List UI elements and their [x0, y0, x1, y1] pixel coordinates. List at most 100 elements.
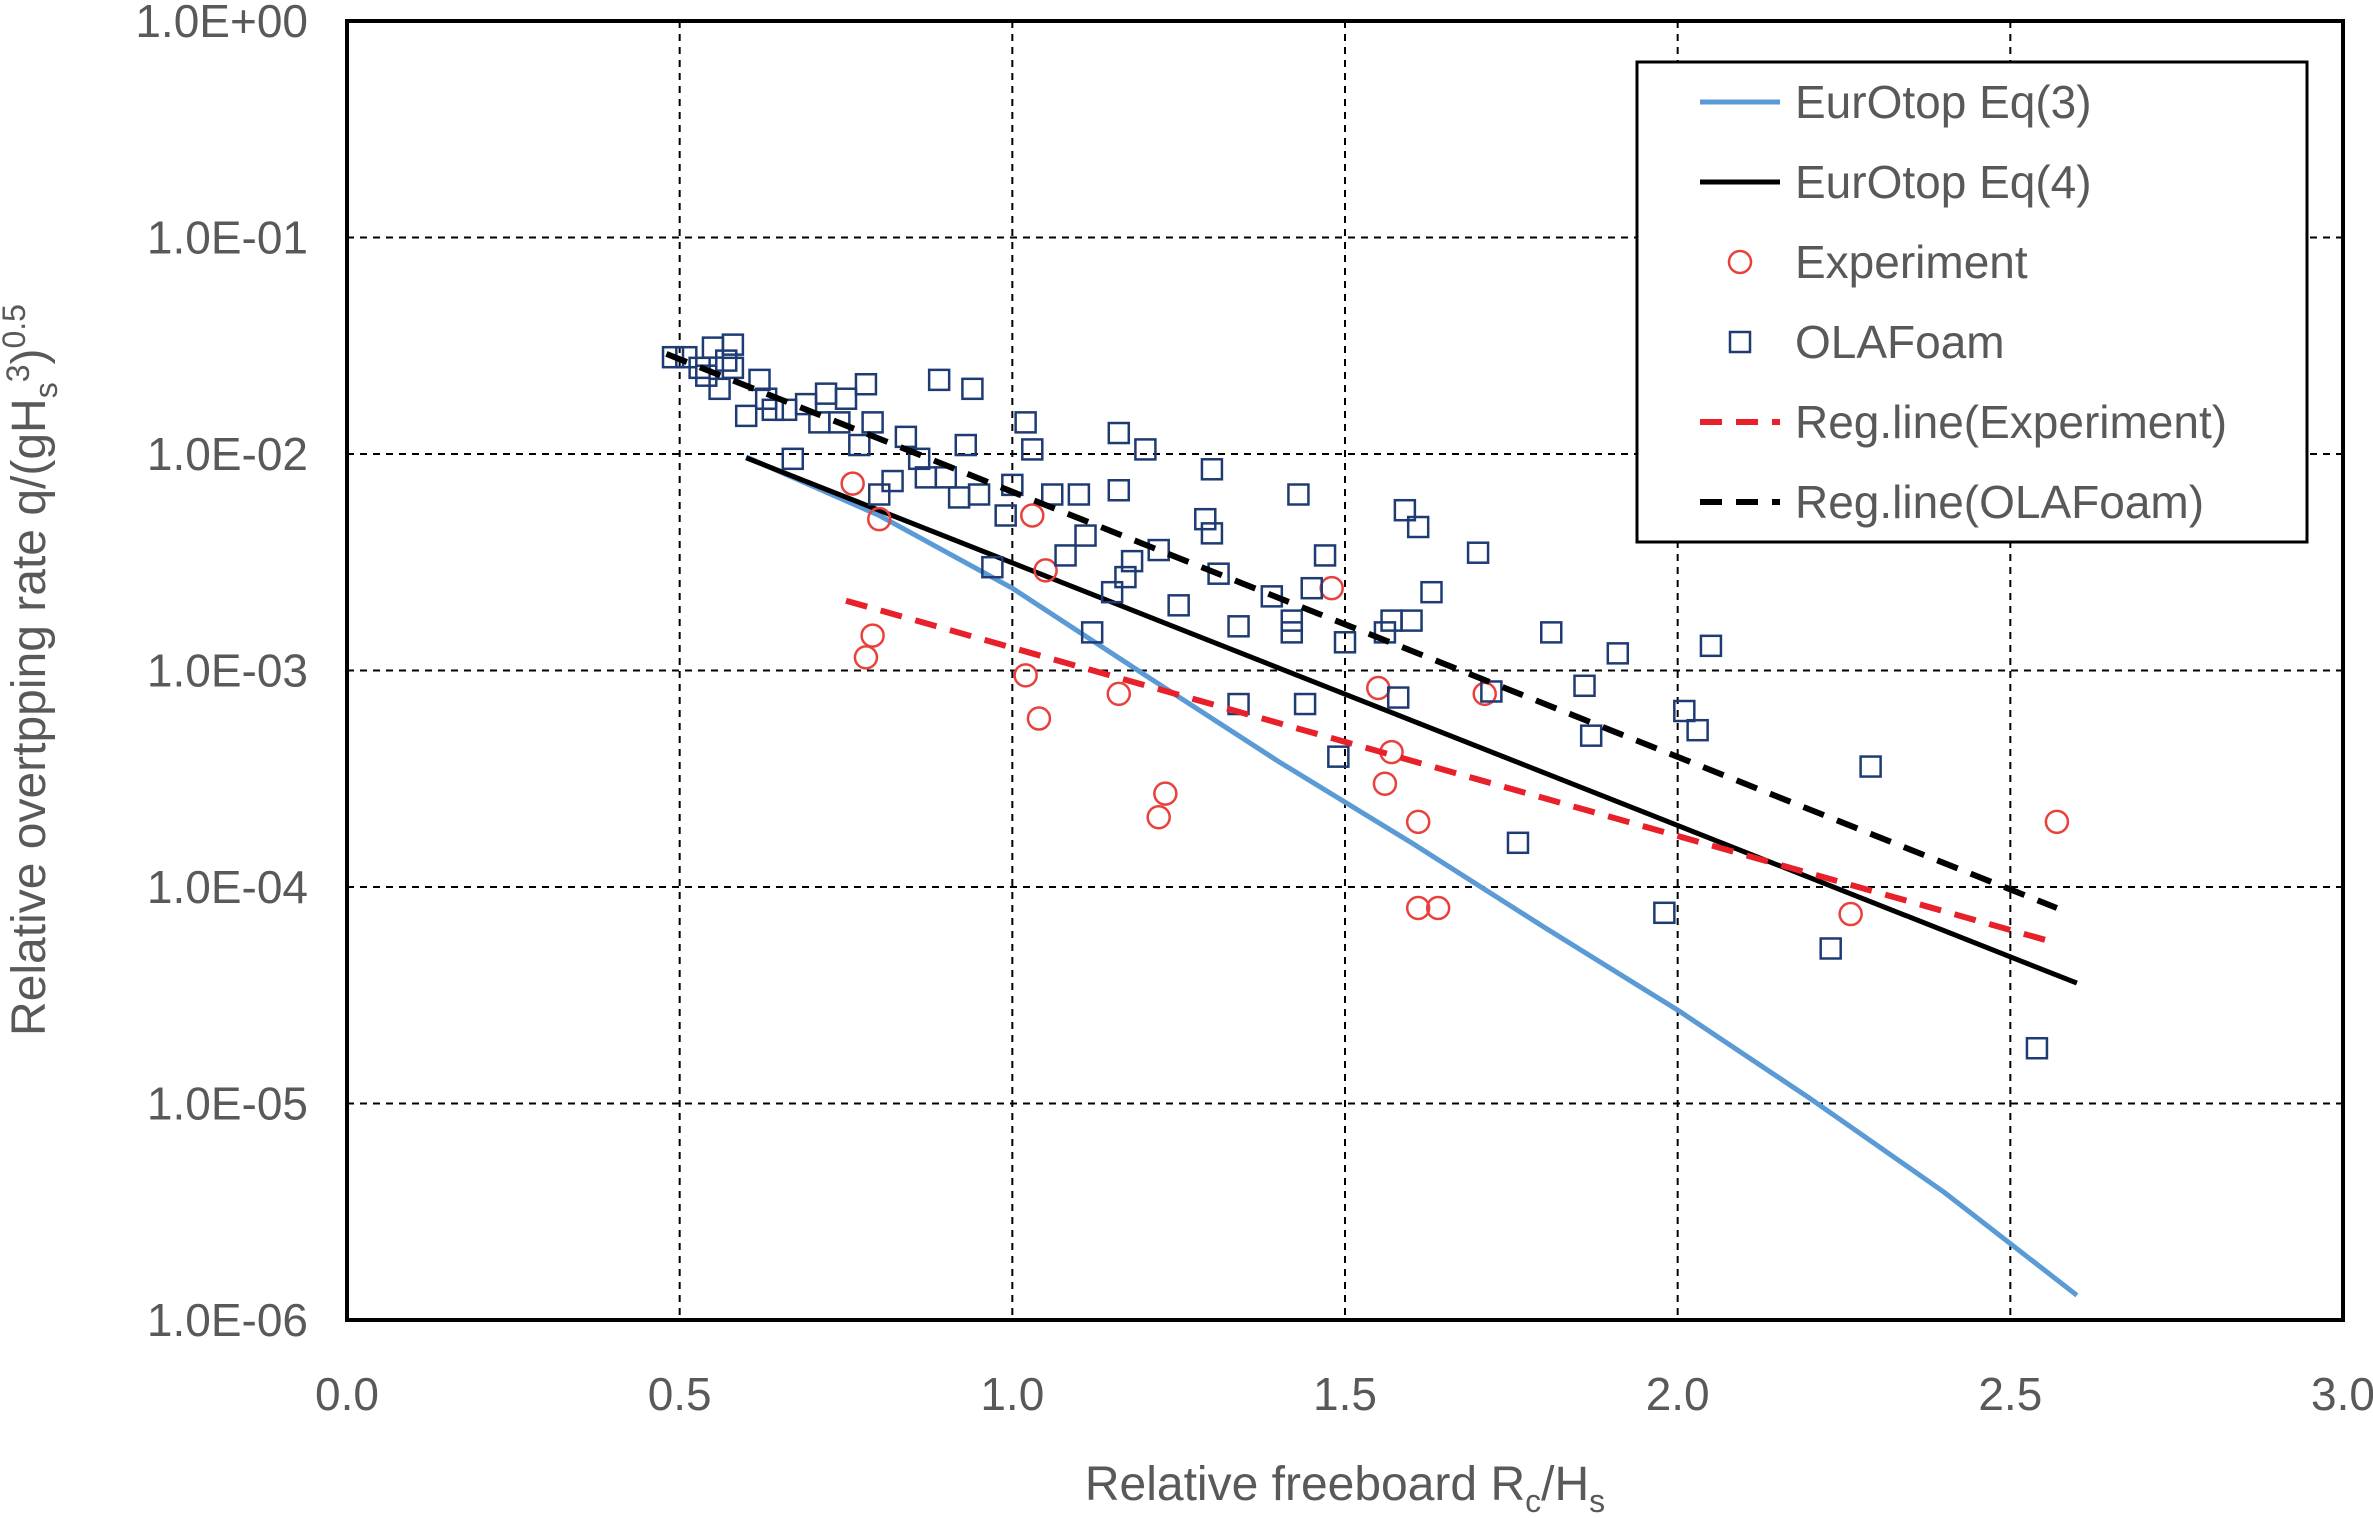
olafoam-point — [1480, 680, 1503, 703]
olafoam-point — [1200, 458, 1224, 481]
olafoam-point — [1287, 483, 1310, 506]
legend-label: EurOtop Eq(3) — [1795, 76, 2092, 128]
y-axis-title: Relative overtpping rate q/(gHs3)0.5 — [0, 304, 64, 1036]
olafoam-point — [834, 387, 858, 410]
olafoam-point — [1400, 609, 1423, 632]
olafoam-point — [708, 377, 731, 401]
olafoam-point — [2025, 1036, 2049, 1060]
olafoam-point — [1540, 621, 1563, 644]
olafoam-point — [1506, 831, 1530, 855]
olafoam-point — [1107, 479, 1131, 502]
y-tick-label: 1.0E-05 — [147, 1078, 308, 1130]
y-axis-ticks: 1.0E+00 1.0E-01 1.0E-02 1.0E-03 1.0E-04 1.0E-… — [135, 0, 308, 1346]
olafoam-point — [688, 356, 711, 380]
experiment-point — [1013, 663, 1038, 688]
olafoam-point — [1386, 686, 1410, 709]
y-tick-label: 1.0E-02 — [147, 428, 308, 480]
olafoam-point — [1120, 549, 1144, 573]
olafoam-point — [967, 483, 991, 506]
olafoam-point — [947, 486, 971, 509]
experiment-point — [1146, 804, 1171, 830]
legend: EurOtop Eq(3) EurOtop Eq(4) Experiment OLAF… — [1635, 60, 2309, 544]
olafoam-point — [1333, 631, 1357, 654]
x-tick-label: 3.0 — [2311, 1368, 2373, 1420]
olafoam-point — [1313, 544, 1337, 567]
olafoam-point — [1686, 718, 1709, 742]
olafoam-point — [1167, 594, 1190, 617]
olafoam-point — [954, 433, 978, 457]
experiment-point — [1319, 575, 1344, 601]
experiment-point — [1033, 558, 1058, 583]
olafoam-point — [781, 447, 805, 471]
experiment-point — [1020, 503, 1045, 528]
x-axis-ticks: 0.0 0.5 1.0 1.5 2.0 2.5 3.0 — [315, 1368, 2373, 1420]
olafoam-point — [994, 504, 1017, 527]
olafoam-point — [1406, 515, 1430, 539]
olafoam-point — [1579, 724, 1603, 747]
experiment-point — [1026, 706, 1052, 731]
olafoam-point — [848, 433, 871, 457]
olafoam-point — [714, 349, 738, 372]
olafoam-point — [1067, 483, 1091, 506]
olafoam-point — [927, 368, 951, 392]
experiment-point — [2044, 809, 2070, 835]
olafoam-point — [1134, 438, 1157, 461]
olafoam-point — [1466, 541, 1490, 564]
x-tick-label: 0.5 — [648, 1368, 712, 1420]
experiment-point — [1405, 895, 1431, 921]
experiment-point — [1153, 781, 1178, 806]
legend-box — [1635, 60, 2309, 544]
experiment-point — [840, 471, 865, 496]
experiment-point — [853, 645, 879, 670]
experiment-point — [1372, 771, 1398, 796]
legend-label: Reg.line(Experiment) — [1795, 396, 2227, 448]
olafoam-point — [1819, 937, 1842, 960]
olafoam-point — [1227, 615, 1250, 638]
olafoam-point — [734, 404, 758, 428]
olafoam-point — [894, 425, 918, 449]
olafoam-point — [1100, 580, 1124, 604]
legend-label: OLAFoam — [1795, 316, 2005, 368]
y-tick-label: 1.0E-01 — [147, 212, 308, 264]
experiment-point — [1106, 681, 1132, 707]
olafoam-point — [721, 356, 745, 380]
x-axis-title: Relative freeboard Rc/Hs — [1085, 1458, 1605, 1518]
legend-swatch-olafoam — [1728, 330, 1752, 354]
plot-area-frame — [345, 19, 2345, 1322]
olafoam-point — [661, 345, 685, 369]
olafoam-point — [1673, 699, 1696, 723]
series-layer — [661, 333, 2079, 1298]
legend-label: Experiment — [1795, 236, 2028, 288]
x-tick-label: 2.0 — [1646, 1368, 1710, 1420]
olafoam-point — [1327, 745, 1350, 768]
olafoam-point — [868, 483, 891, 506]
legend-label: EurOtop Eq(4) — [1795, 156, 2092, 208]
olafoam-point — [1280, 621, 1304, 644]
olafoam-point — [701, 336, 725, 359]
olafoam-point — [981, 555, 1004, 579]
experiment-point — [1425, 895, 1451, 921]
olafoam-point — [1200, 522, 1224, 545]
olafoam-point — [1080, 621, 1104, 644]
olafoam-point — [1699, 634, 1723, 658]
series-line-reg-line-experiment — [845, 597, 2058, 947]
olafoam-point — [1207, 562, 1230, 585]
y-tick-label: 1.0E+00 — [135, 0, 308, 47]
olafoam-point — [1420, 580, 1443, 604]
x-tick-label: 1.0 — [980, 1368, 1044, 1420]
olafoam-point — [828, 411, 851, 434]
olafoam-point — [1300, 576, 1323, 600]
olafoam-point — [881, 469, 904, 493]
y-tick-label: 1.0E-06 — [147, 1294, 308, 1346]
experiment-point — [1366, 675, 1391, 701]
series-line-eurotop-eq-3 — [745, 454, 2079, 1298]
olafoam-point — [1293, 692, 1317, 716]
olafoam-point — [761, 398, 785, 422]
olafoam-point — [1653, 901, 1676, 925]
olafoam-point — [1107, 421, 1131, 445]
olafoam-point — [854, 372, 878, 396]
olafoam-point — [1380, 609, 1403, 632]
olafoam-point — [1021, 438, 1044, 461]
olafoam-point — [1041, 483, 1064, 506]
